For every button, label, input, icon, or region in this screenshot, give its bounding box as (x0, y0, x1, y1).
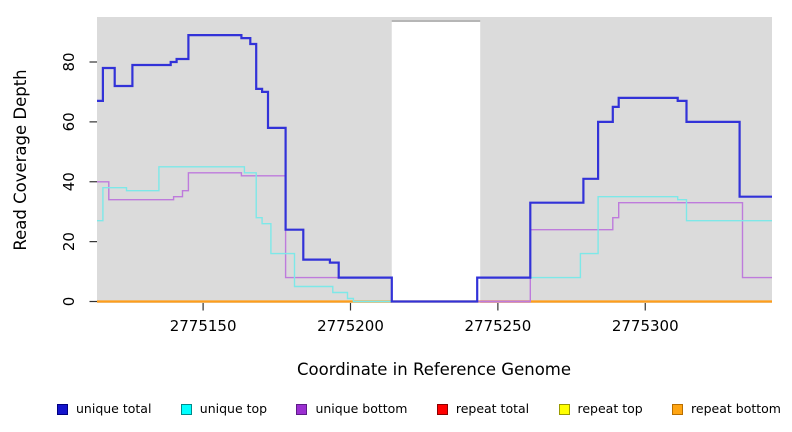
legend-label: repeat top (577, 400, 643, 416)
y-axis-tick-label: 20 (60, 232, 78, 251)
chart-legend: unique total unique top unique bottom repea… (57, 398, 781, 420)
legend-swatch-icon (180, 403, 192, 415)
series-line-unique-total (97, 34, 772, 303)
legend-swatch-icon (672, 403, 684, 415)
x-axis-title: Coordinate in Reference Genome (297, 360, 571, 379)
legend-swatch-icon (436, 403, 448, 415)
x-axis-tick-label: 2775300 (612, 317, 679, 335)
legend-item-unique-top: unique top (180, 400, 268, 416)
legend-label: repeat bottom (691, 400, 781, 416)
legend-swatch-icon (296, 403, 308, 415)
series-line-unique-top (97, 166, 772, 303)
y-axis-tick-label: 80 (60, 52, 78, 71)
legend-item-repeat-bottom: repeat bottom (672, 400, 781, 416)
legend-label: unique bottom (315, 400, 408, 416)
legend-label: repeat total (455, 400, 530, 416)
legend-item-unique-total: unique total (57, 400, 152, 416)
x-axis-tick-label: 2775250 (464, 317, 531, 335)
legend-item-repeat-total: repeat total (436, 400, 530, 416)
y-axis-tick-label: 60 (60, 112, 78, 131)
legend-swatch-icon (558, 403, 570, 415)
legend-label: unique total (76, 400, 152, 416)
y-axis-tick-label: 40 (60, 172, 78, 191)
legend-label: unique top (199, 400, 268, 416)
legend-swatch-icon (57, 403, 68, 415)
x-axis-tick-label: 2775150 (170, 317, 237, 335)
legend-item-unique-bottom: unique bottom (296, 400, 408, 416)
coverage-chart: 2775150 2775200 2775250 2775300 0 20 40 60 80 Coo… (11, 17, 772, 379)
legend-item-repeat-top: repeat top (558, 400, 643, 416)
y-axis-tick-label: 0 (60, 297, 78, 307)
x-axis-tick-label: 2775200 (317, 317, 384, 335)
coverage-gap-region (391, 22, 481, 303)
y-axis-title: Read Coverage Depth (11, 69, 30, 250)
